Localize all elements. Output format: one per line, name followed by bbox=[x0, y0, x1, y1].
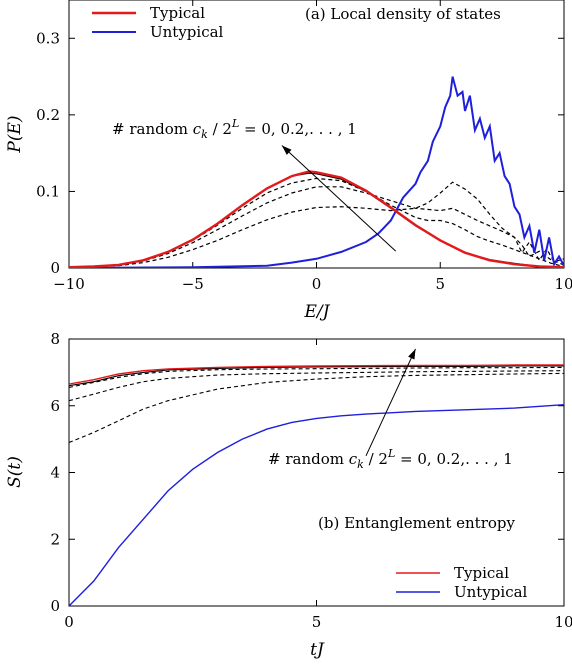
intermediate-series-line-a bbox=[69, 186, 564, 268]
panel-title-a: (a) Local density of states bbox=[305, 5, 501, 23]
x-tick-label-b: 10 bbox=[554, 613, 572, 631]
untypical-series-line-b bbox=[69, 404, 564, 606]
annotation-a: # random ck / 2L = 0, 0.2,. . . , 1 bbox=[112, 117, 397, 252]
x-tick-label-b: 0 bbox=[64, 613, 74, 631]
panel-title-b: (b) Entanglement entropy bbox=[318, 514, 516, 532]
x-tick-label-a: 0 bbox=[312, 275, 322, 293]
annotation-b: # random ck / 2L = 0, 0.2,. . . , 1 bbox=[268, 348, 513, 471]
series-group-a bbox=[69, 76, 564, 268]
intermediate-series-line-a bbox=[69, 181, 564, 268]
y-tick-label-a: 0 bbox=[50, 259, 60, 277]
legend-label-typical: Typical bbox=[150, 4, 205, 22]
intermediate-series-line-b bbox=[69, 366, 564, 388]
x-tick-label-a: −5 bbox=[182, 275, 204, 293]
y-tick-label-b: 6 bbox=[50, 397, 60, 415]
y-tick-label-b: 2 bbox=[50, 530, 60, 548]
intermediate-series-line-b bbox=[69, 370, 564, 402]
x-tick-label-b: 5 bbox=[312, 613, 322, 631]
x-axis-title-a: E/J bbox=[304, 302, 331, 322]
x-tick-label-a: −10 bbox=[53, 275, 85, 293]
untypical-series-line-a bbox=[69, 76, 564, 268]
x-tick-label-a: 5 bbox=[435, 275, 445, 293]
x-tick-label-a: 10 bbox=[554, 275, 572, 293]
annotation-arrow-a bbox=[281, 145, 397, 252]
y-tick-label-b: 0 bbox=[50, 597, 60, 615]
legend-label-untypical: Untypical bbox=[454, 583, 528, 601]
x-axis-title-b: tJ bbox=[310, 640, 325, 660]
y-axis-title-a: P(E) bbox=[5, 115, 25, 153]
annotation-text-b: # random ck / 2L = 0, 0.2,. . . , 1 bbox=[268, 447, 513, 471]
annotation-text-a: # random ck / 2L = 0, 0.2,. . . , 1 bbox=[112, 117, 357, 141]
annotation-arrowhead-b bbox=[408, 349, 416, 360]
intermediate-series-line-b bbox=[69, 372, 564, 444]
intermediate-series-line-b bbox=[69, 365, 564, 387]
legend-label-untypical: Untypical bbox=[150, 23, 224, 41]
y-axis-title-b: S(t) bbox=[5, 456, 25, 488]
typical-series-line-b bbox=[69, 364, 564, 385]
intermediate-series-line-a bbox=[69, 177, 564, 268]
typical-series-line-a bbox=[69, 170, 564, 268]
y-tick-label-b: 8 bbox=[50, 330, 60, 348]
annotation-arrow-b bbox=[365, 348, 416, 457]
ticks-b: 0 5 10 0 2 4 6 8 bbox=[50, 330, 572, 631]
annotation-arrowhead-a bbox=[281, 145, 292, 155]
y-tick-label-a: 0.1 bbox=[36, 182, 60, 200]
y-tick-label-a: 0.2 bbox=[36, 106, 60, 124]
ticks-a: −10 −5 0 5 10 0 0.1 0.2 0.3 bbox=[36, 0, 572, 293]
y-tick-label-a: 0.3 bbox=[36, 29, 60, 47]
series-group-b bbox=[69, 364, 564, 606]
y-tick-label-b: 4 bbox=[50, 464, 60, 482]
legend-label-typical: Typical bbox=[454, 564, 509, 582]
intermediate-series-line-a bbox=[69, 172, 564, 268]
